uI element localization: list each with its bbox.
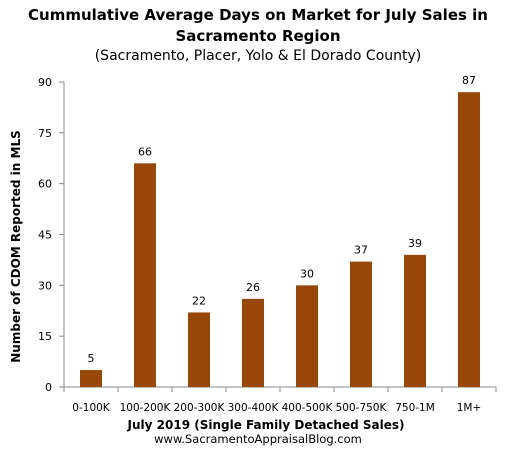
- chart-subtitle: (Sacramento, Placer, Yolo & El Dorado Co…: [94, 48, 422, 64]
- bar-data-label: 39: [408, 237, 422, 250]
- chart-title-line-1: Cummulative Average Days on Market for J…: [28, 6, 488, 24]
- bar-data-label: 22: [192, 294, 206, 307]
- x-tick-label: 500-750K: [336, 402, 388, 414]
- bar-data-label: 37: [354, 244, 368, 257]
- chart-title-line-2: Sacramento Region: [175, 27, 341, 45]
- x-tick-label: 0-100K: [72, 402, 111, 414]
- bar-data-label: 26: [246, 281, 260, 294]
- bar-data-label: 30: [300, 267, 314, 280]
- y-tick-label: 0: [45, 381, 52, 394]
- bar: [80, 370, 102, 387]
- y-tick-label: 60: [38, 178, 52, 191]
- bar: [458, 92, 480, 388]
- bar-data-label: 5: [88, 352, 95, 365]
- y-axis-title: Number of CDOM Reported in MLS: [9, 130, 23, 362]
- bar: [188, 312, 210, 387]
- bar: [242, 298, 264, 387]
- bar: [296, 285, 318, 387]
- bar: [134, 163, 156, 387]
- bar-data-label: 66: [138, 145, 152, 158]
- x-tick-label: 1M+: [457, 402, 482, 414]
- x-tick-label: 750-1M: [395, 402, 435, 414]
- x-axis-title: July 2019 (Single Family Detached Sales): [127, 418, 405, 432]
- y-tick-label: 90: [38, 76, 52, 89]
- x-tick-label: 400-500K: [282, 402, 334, 414]
- y-tick-label: 30: [38, 279, 52, 292]
- bar: [404, 254, 426, 387]
- y-tick-label: 75: [38, 127, 52, 140]
- website-footer: www.SacramentoAppraisalBlog.com: [154, 432, 362, 446]
- x-tick-label: 100-200K: [120, 402, 172, 414]
- bar: [350, 261, 372, 387]
- y-tick-label: 15: [38, 330, 52, 343]
- bar-data-label: 87: [462, 74, 476, 87]
- x-tick-label: 300-400K: [228, 402, 280, 414]
- x-tick-label: 200-300K: [174, 402, 226, 414]
- y-tick-label: 45: [38, 229, 52, 242]
